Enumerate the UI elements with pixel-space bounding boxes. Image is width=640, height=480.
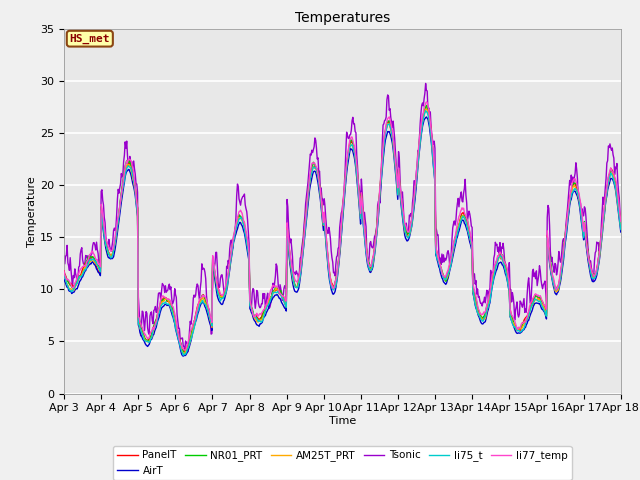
PanelT — [185, 342, 193, 348]
li75_t — [185, 343, 193, 349]
Tsonic — [70, 275, 78, 281]
Text: HS_met: HS_met — [70, 34, 110, 44]
li75_t — [422, 108, 429, 114]
li77_temp — [181, 347, 189, 353]
NR01_PRT — [181, 351, 189, 357]
AM25T_PRT — [617, 225, 625, 230]
Tsonic — [617, 217, 625, 223]
li77_temp — [617, 218, 625, 224]
PanelT — [180, 348, 188, 354]
NR01_PRT — [428, 135, 436, 141]
PanelT — [422, 106, 429, 112]
AirT — [60, 276, 68, 282]
AM25T_PRT — [428, 141, 436, 146]
Line: li75_t: li75_t — [64, 111, 621, 355]
Tsonic — [411, 178, 419, 184]
li77_temp — [214, 286, 222, 292]
PanelT — [617, 222, 625, 228]
NR01_PRT — [617, 223, 625, 229]
li75_t — [411, 193, 419, 199]
PanelT — [70, 283, 78, 288]
Line: AM25T_PRT: AM25T_PRT — [64, 109, 621, 354]
NR01_PRT — [411, 190, 419, 195]
PanelT — [411, 193, 419, 199]
AM25T_PRT — [70, 287, 78, 293]
PanelT — [127, 163, 135, 169]
AM25T_PRT — [185, 343, 193, 348]
Line: PanelT: PanelT — [64, 109, 621, 351]
AirT — [179, 353, 187, 359]
NR01_PRT — [214, 290, 222, 296]
PanelT — [60, 268, 68, 274]
li77_temp — [70, 284, 78, 289]
Tsonic — [422, 81, 429, 86]
AirT — [70, 289, 78, 295]
AM25T_PRT — [411, 192, 419, 198]
AirT — [422, 114, 430, 120]
Title: Temperatures: Temperatures — [295, 11, 390, 25]
AirT — [411, 198, 419, 204]
Line: AirT: AirT — [64, 117, 621, 356]
li75_t — [428, 142, 436, 147]
Tsonic — [428, 132, 436, 138]
NR01_PRT — [185, 343, 193, 348]
AirT — [185, 346, 193, 352]
AM25T_PRT — [127, 168, 135, 174]
Tsonic — [185, 343, 193, 348]
AirT — [428, 145, 436, 151]
li77_temp — [60, 268, 68, 274]
li75_t — [214, 291, 222, 297]
PanelT — [428, 136, 436, 142]
PanelT — [214, 286, 222, 291]
li77_temp — [428, 133, 436, 139]
li75_t — [60, 272, 68, 278]
Tsonic — [60, 253, 68, 259]
NR01_PRT — [127, 163, 135, 168]
Tsonic — [127, 167, 135, 172]
Tsonic — [184, 349, 192, 355]
Line: li77_temp: li77_temp — [64, 102, 621, 350]
AM25T_PRT — [214, 289, 222, 295]
AirT — [214, 296, 222, 301]
li75_t — [70, 286, 78, 291]
li77_temp — [185, 336, 193, 342]
AM25T_PRT — [422, 106, 430, 112]
Tsonic — [214, 280, 222, 286]
li75_t — [617, 227, 625, 232]
NR01_PRT — [60, 270, 68, 276]
X-axis label: Time: Time — [329, 416, 356, 426]
AirT — [127, 174, 135, 180]
AirT — [617, 229, 625, 235]
AM25T_PRT — [60, 271, 68, 276]
li77_temp — [422, 99, 430, 105]
AM25T_PRT — [179, 351, 187, 357]
Y-axis label: Temperature: Temperature — [28, 176, 37, 247]
li77_temp — [127, 158, 135, 164]
Line: NR01_PRT: NR01_PRT — [64, 106, 621, 354]
NR01_PRT — [422, 103, 430, 108]
Line: Tsonic: Tsonic — [64, 84, 621, 352]
Legend: PanelT, AirT, NR01_PRT, AM25T_PRT, Tsonic, li75_t, li77_temp: PanelT, AirT, NR01_PRT, AM25T_PRT, Tsoni… — [113, 446, 572, 480]
li75_t — [127, 167, 135, 172]
li75_t — [179, 352, 187, 358]
li77_temp — [411, 188, 419, 193]
NR01_PRT — [70, 284, 78, 290]
